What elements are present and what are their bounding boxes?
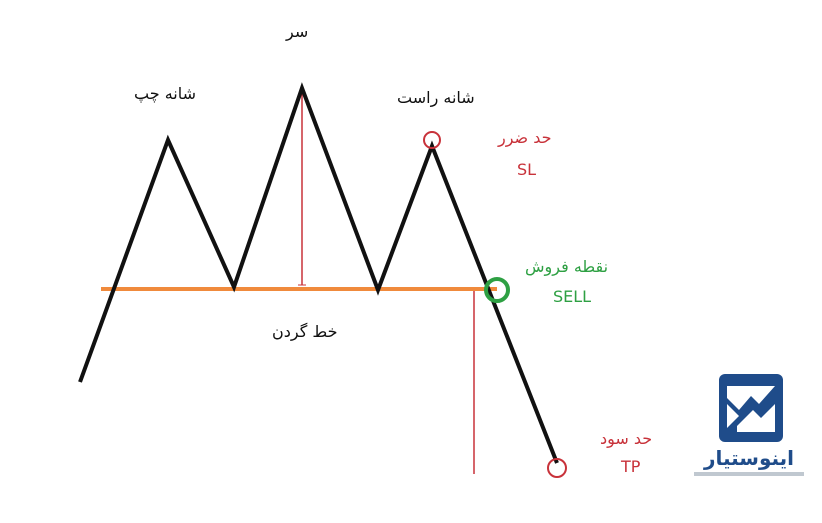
take-profit-label: حد سود: [600, 429, 653, 448]
sell-point-label: نقطه فروش: [525, 257, 609, 276]
head-label: سر: [286, 22, 309, 41]
left-shoulder-label: شانه چپ: [134, 84, 196, 103]
stop-loss-abbr: SL: [517, 160, 537, 179]
brand-logo: اینوستیار: [688, 374, 810, 484]
sell-point-abbr: SELL: [553, 287, 592, 306]
brand-mark-icon: [719, 374, 783, 442]
brand-name: اینوستیار: [703, 446, 795, 470]
sell-point-marker: [484, 277, 510, 303]
take-profit-abbr: TP: [621, 457, 641, 476]
take-profit-marker: [547, 458, 567, 478]
price-path: [78, 82, 559, 464]
stop-loss-label: حد ضرر: [498, 128, 552, 147]
stop-loss-marker: [423, 131, 441, 149]
brand-tagline-bar: [694, 472, 804, 476]
neckline-label: خط گردن: [272, 322, 338, 341]
right-shoulder-label: شانه راست: [397, 88, 475, 107]
